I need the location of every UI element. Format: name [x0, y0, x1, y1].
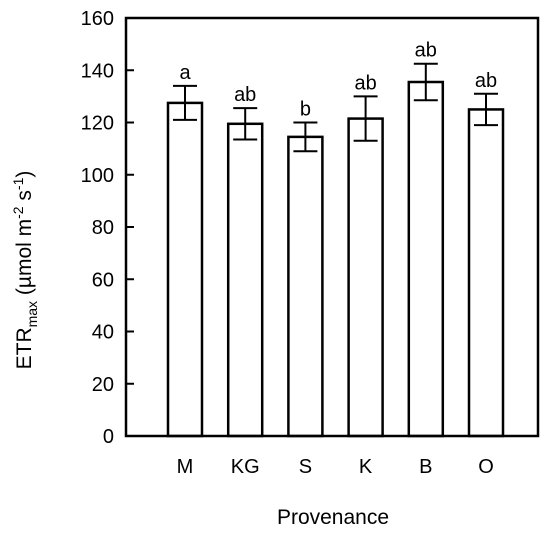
- x-tick-label-M: M: [177, 456, 194, 478]
- y-axis-title-units-suffix: ): [13, 171, 36, 178]
- bar-B: [407, 80, 445, 438]
- y-tick-label-100: 100: [81, 165, 114, 187]
- significance-letter-O: ab: [475, 70, 497, 92]
- y-axis-title: ETRmax (µmol m-2 s-1): [10, 171, 40, 370]
- y-axis-title-units-mid: s: [13, 190, 36, 206]
- y-tick-label-140: 140: [81, 60, 114, 82]
- bar-O: [467, 108, 505, 438]
- bar-K: [347, 117, 384, 438]
- y-axis-title-exponent-2: -1: [10, 177, 26, 190]
- significance-letters-layer: a ab b ab ab ab: [179, 40, 497, 121]
- significance-letter-S: b: [300, 99, 311, 121]
- bars-layer: [166, 80, 505, 438]
- y-tick-label-40: 40: [92, 322, 114, 344]
- y-tick-label-160: 160: [81, 8, 114, 30]
- error-bars-layer: [173, 62, 498, 153]
- x-tick-label-O: O: [478, 456, 494, 478]
- bar-S: [287, 135, 324, 438]
- significance-letter-M: a: [179, 62, 191, 84]
- x-axis-title: Provenance: [277, 506, 389, 529]
- x-tick-label-B: B: [419, 456, 432, 478]
- y-axis-title-subscript: max: [24, 301, 40, 327]
- y-tick-label-20: 20: [92, 374, 114, 396]
- x-tick-labels-layer: M KG S K B O: [177, 456, 494, 478]
- significance-letter-K: ab: [354, 72, 376, 94]
- bar-KG: [226, 122, 264, 438]
- significance-letter-KG: ab: [234, 84, 256, 106]
- significance-letter-B: ab: [415, 40, 437, 62]
- y-tick-label-0: 0: [103, 426, 114, 448]
- y-axis-title-main: ETR: [13, 327, 36, 369]
- bar-M: [166, 101, 204, 438]
- y-axis-title-exponent-1: -2: [10, 206, 26, 219]
- x-tick-label-S: S: [299, 456, 312, 478]
- y-tick-label-120: 120: [81, 113, 114, 135]
- y-tick-label-80: 80: [92, 217, 114, 239]
- y-axis-title-units-prefix: (µmol m: [13, 219, 36, 301]
- y-tick-label-60: 60: [92, 269, 114, 291]
- x-tick-label-KG: KG: [231, 456, 260, 478]
- axes-layer: [124, 16, 540, 438]
- x-tick-label-K: K: [359, 456, 373, 478]
- y-tick-labels-layer: 0 20 40 60 80 100 120 140 160: [81, 8, 114, 448]
